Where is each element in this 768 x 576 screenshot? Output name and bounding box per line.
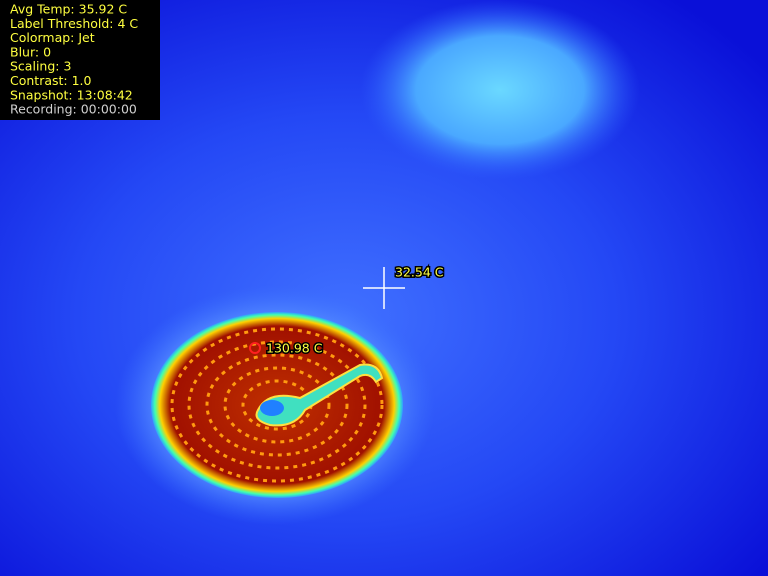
heating-coil [170, 327, 384, 483]
coil-center [255, 363, 384, 427]
coil-core [260, 400, 284, 416]
info-line: Scaling: 3 [10, 59, 71, 74]
hotspot-marker [249, 342, 261, 354]
crosshair-label-shadow: 32.54 C [395, 265, 444, 280]
warm-object [360, 0, 640, 180]
info-line: Recording: 00:00:00 [10, 102, 137, 117]
info-panel [0, 0, 160, 120]
hotspot-label-shadow: 130.98 C [266, 341, 323, 356]
info-line: Avg Temp: 35.92 C [10, 2, 127, 17]
crosshair [363, 267, 405, 309]
hotspot-label: 130.98 C [266, 341, 323, 356]
info-line: Contrast: 1.0 [10, 73, 92, 88]
crosshair-label: 32.54 C [395, 265, 444, 280]
info-line: Label Threshold: 4 C [10, 16, 138, 31]
info-line: Blur: 0 [10, 44, 51, 59]
info-line: Colormap: Jet [10, 30, 95, 45]
info-line: Snapshot: 13:08:42 [10, 87, 133, 102]
